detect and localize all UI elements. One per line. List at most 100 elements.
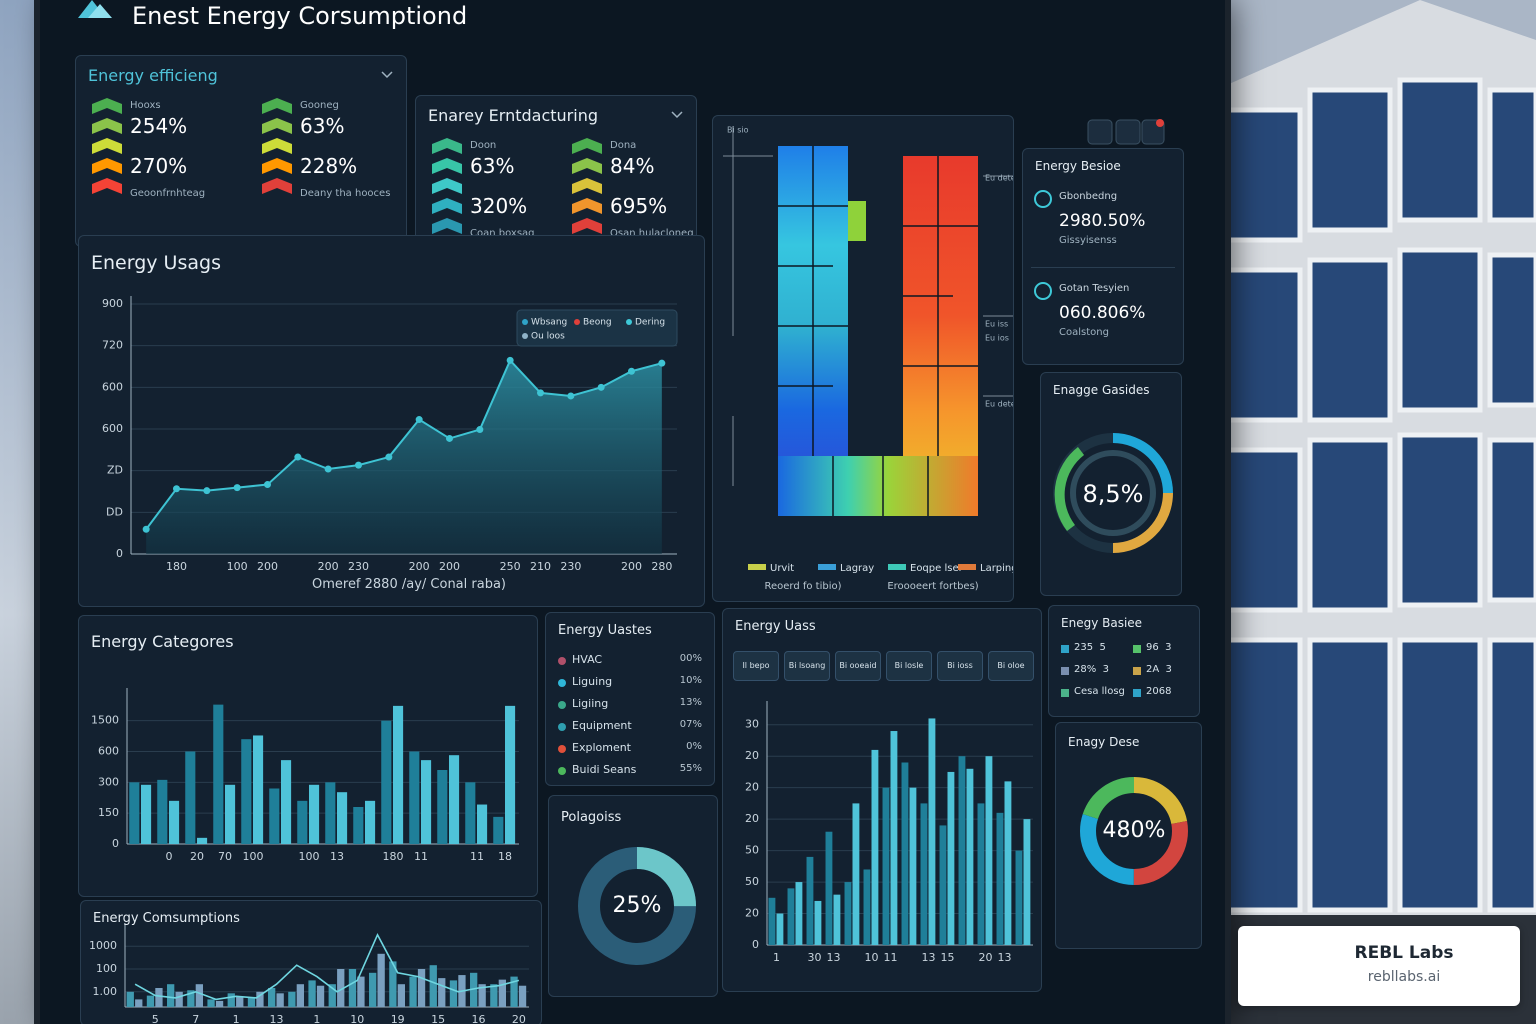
kpi-label: Gooneg — [300, 100, 339, 111]
row-label: Ligiing — [572, 697, 609, 710]
level-chevron — [92, 118, 122, 134]
dashboard-title: Enest Energy Corsumptiond — [132, 2, 468, 30]
kpi-value: 63% — [470, 154, 515, 178]
x-tick-label: 11 — [414, 850, 428, 863]
brand-card[interactable]: REBL Labs rebllabs.ai — [1238, 926, 1520, 1006]
room-label: Eu ios — [985, 334, 1009, 343]
room-label: Eu iss — [985, 320, 1008, 329]
x-tick-label: 16 — [472, 1013, 486, 1024]
bar — [227, 993, 235, 1007]
metric-label: Gotan Tesyien — [1059, 283, 1130, 294]
x-tick-label: 100 — [227, 560, 248, 573]
level-chevron — [572, 158, 602, 174]
bar — [195, 984, 203, 1007]
level-icon — [92, 98, 122, 194]
level-chevron — [262, 138, 292, 154]
bar — [337, 969, 345, 1007]
filter-button[interactable]: Bi lsoang — [784, 651, 830, 681]
bar — [947, 771, 955, 945]
bar — [175, 991, 183, 1007]
bar — [920, 803, 928, 945]
uass-chart: 0 20 50 50 20 20 20 30 1 30 13 10 11 13 15 20 13 — [745, 701, 1033, 964]
x-tick-label: 18 — [498, 850, 512, 863]
panel-title: Enarey Erntdacturing — [428, 106, 598, 125]
level-icon — [432, 138, 462, 234]
bar — [169, 800, 180, 844]
row-value: 0% — [686, 741, 702, 752]
bar — [135, 999, 143, 1007]
donut-label: 25% — [613, 893, 662, 918]
bar — [996, 812, 1004, 945]
level-chevron — [92, 138, 122, 154]
row-label: Liguing — [572, 675, 613, 688]
bar — [852, 803, 860, 945]
usage-panel: Energy Usags Omeref 2880 /ay/ Conal raba… — [78, 235, 705, 607]
toolbar-icons[interactable] — [1086, 118, 1166, 148]
x-tick-label: 210 — [530, 560, 551, 573]
room-label: Bi sio — [727, 126, 749, 135]
metric-value: 2980.50% — [1059, 211, 1146, 231]
legend-label: 96 3 — [1146, 642, 1172, 653]
x-tick-label: 13 — [922, 951, 936, 964]
metric-icon — [1034, 190, 1052, 208]
metric-label: Gbonbedng — [1059, 191, 1118, 202]
level-chevron — [262, 158, 292, 174]
legend-swatch — [1133, 645, 1141, 653]
y-tick-label: 0 — [116, 547, 123, 560]
point — [355, 461, 362, 469]
room-label: Eu dete — [985, 174, 1013, 183]
row-dot — [558, 723, 566, 731]
level-chevron — [572, 198, 602, 214]
filter-button[interactable]: Il bepo — [733, 651, 779, 681]
bar — [288, 991, 296, 1007]
legend-label: 28% 3 — [1074, 664, 1109, 675]
legend-swatch — [1133, 667, 1141, 675]
kpi-caption: Coan boxsag — [470, 228, 535, 239]
metric-value: 060.806% — [1059, 303, 1146, 323]
x-tick-label: 7 — [192, 1013, 199, 1024]
y-tick-label: 0 — [752, 938, 759, 951]
bar — [449, 980, 458, 1007]
level-chevron — [262, 118, 292, 134]
bar — [505, 705, 516, 844]
bar — [381, 720, 392, 844]
bar — [863, 869, 871, 945]
x-tick-label: 200 — [409, 560, 430, 573]
level-chevron — [262, 178, 292, 194]
x-tick-label: 13 — [330, 850, 344, 863]
donut-segment — [1080, 777, 1188, 885]
legend: Wbsang Beong Dering Ou loos — [516, 309, 678, 347]
bar — [833, 894, 841, 945]
dropdown[interactable] — [380, 70, 394, 80]
row-label: Equipment — [572, 719, 632, 732]
bar — [348, 969, 357, 1007]
kpi-value: 695% — [610, 194, 668, 218]
bar — [129, 782, 140, 844]
bar — [477, 804, 488, 844]
filter-button[interactable]: Bi oloe — [988, 651, 1034, 681]
bar — [1015, 850, 1023, 945]
bar — [478, 984, 486, 1007]
bar — [890, 731, 898, 945]
bar — [126, 991, 134, 1007]
panel-title: Enagy Dese — [1068, 735, 1140, 749]
legend-label: Wbsang — [531, 318, 567, 328]
bar — [449, 755, 460, 844]
legend-swatch — [522, 333, 528, 339]
bar — [328, 984, 336, 1007]
y-tick-label: 1.00 — [93, 985, 118, 998]
bar — [470, 972, 478, 1007]
level-chevron — [572, 218, 602, 234]
filter-button[interactable]: Bi ooeaid — [835, 651, 881, 681]
dashboard: Enest Energy Corsumptiond Energy efficie… — [40, 0, 1225, 1024]
floor-plan: Urvit Lagray Eoqpe lser Larping Reoerd fo ti… — [723, 126, 1013, 592]
level-icon — [572, 138, 602, 234]
point — [506, 356, 514, 364]
filter-button[interactable]: Bi ioss — [937, 651, 983, 681]
x-tick-label: 11 — [470, 850, 484, 863]
legend-label: Lagray — [840, 563, 874, 574]
legend-label: Beong — [583, 318, 612, 328]
bar — [985, 756, 993, 945]
filter-button[interactable]: Bi losle — [886, 651, 932, 681]
dropdown[interactable] — [670, 110, 684, 120]
